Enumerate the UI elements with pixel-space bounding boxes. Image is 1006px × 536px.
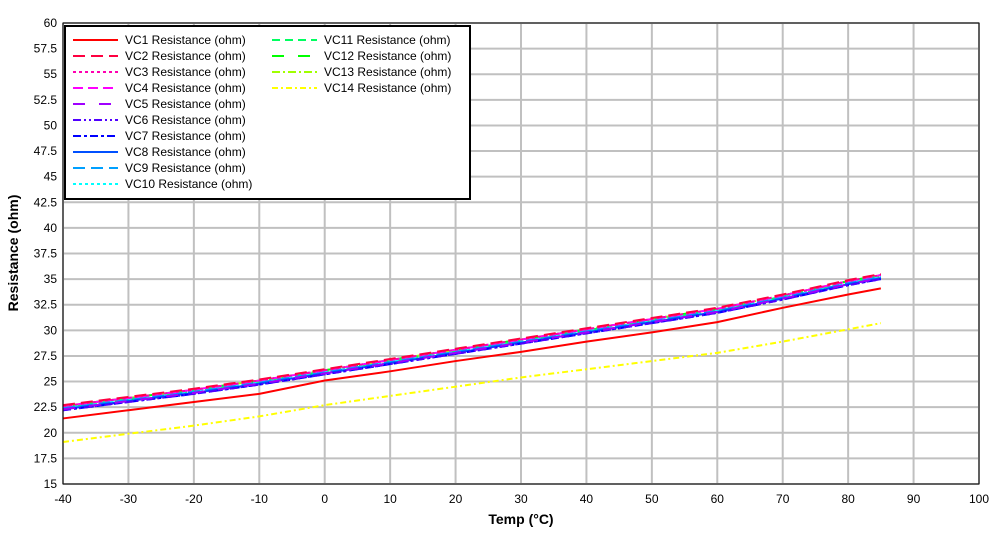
y-tick-label: 45 — [44, 170, 58, 184]
y-tick-label: 32.5 — [34, 298, 58, 312]
y-tick-label: 55 — [44, 67, 58, 81]
series-line — [62, 273, 882, 407]
legend-label: VC11 Resistance (ohm) — [324, 33, 451, 47]
x-tick-label: 90 — [907, 492, 921, 506]
legend: VC1 Resistance (ohm) VC2 Resistance (ohm)… — [64, 25, 471, 200]
legend-label: VC6 Resistance (ohm) — [125, 113, 246, 127]
legend-label: VC1 Resistance (ohm) — [125, 33, 246, 47]
legend-label: VC2 Resistance (ohm) — [125, 49, 246, 63]
legend-label: VC10 Resistance (ohm) — [125, 177, 252, 191]
y-tick-label: 17.5 — [34, 451, 58, 465]
y-tick-label: 40 — [44, 221, 58, 235]
y-tick-label: 42.5 — [34, 195, 58, 209]
y-tick-label: 15 — [44, 477, 58, 491]
legend-label: VC7 Resistance (ohm) — [125, 129, 246, 143]
x-tick-label: -30 — [120, 492, 138, 506]
series-line — [62, 277, 882, 411]
x-axis-label: Temp (°C) — [488, 511, 553, 527]
x-tick-label: -40 — [54, 492, 72, 506]
legend-label: VC8 Resistance (ohm) — [125, 145, 246, 159]
legend-label: VC12 Resistance (ohm) — [324, 49, 451, 63]
x-tick-label: 0 — [321, 492, 328, 506]
series-line — [62, 287, 882, 420]
y-tick-label: 20 — [44, 426, 58, 440]
series-line — [62, 275, 882, 409]
series-line — [62, 274, 882, 408]
y-tick-label: 37.5 — [34, 247, 58, 261]
x-tick-label: 70 — [776, 492, 790, 506]
x-tick-label: 40 — [580, 492, 594, 506]
y-tick-label: 30 — [44, 323, 58, 337]
series-line — [62, 274, 882, 408]
series-line — [62, 274, 882, 408]
y-tick-label: 52.5 — [34, 93, 58, 107]
x-tick-label: 20 — [449, 492, 463, 506]
y-tick-label: 47.5 — [34, 144, 58, 158]
legend-label: VC5 Resistance (ohm) — [125, 97, 246, 111]
tick-labels: -40 -30 -20 -10 0 10 20 30 40 50 60 70 80 90 100 15 17.5… — [34, 16, 990, 506]
legend-label: VC9 Resistance (ohm) — [125, 161, 246, 175]
series-line — [62, 322, 882, 443]
y-tick-label: 22.5 — [34, 400, 58, 414]
y-tick-label: 35 — [44, 272, 58, 286]
series-line — [62, 276, 882, 410]
x-tick-label: -10 — [251, 492, 269, 506]
y-tick-label: 50 — [44, 118, 58, 132]
legend-label: VC14 Resistance (ohm) — [324, 81, 451, 95]
series-lines — [62, 273, 882, 443]
x-tick-label: 80 — [841, 492, 855, 506]
legend-label: VC4 Resistance (ohm) — [125, 81, 246, 95]
y-tick-label: 25 — [44, 375, 58, 389]
y-tick-label: 57.5 — [34, 42, 58, 56]
y-tick-label: 60 — [44, 16, 58, 30]
series-line — [62, 274, 882, 408]
series-line — [62, 275, 882, 409]
y-axis-label: Resistance (ohm) — [5, 195, 21, 312]
legend-box — [64, 25, 471, 200]
legend-label: VC3 Resistance (ohm) — [125, 65, 246, 79]
x-tick-label: 60 — [711, 492, 725, 506]
x-tick-label: -20 — [185, 492, 203, 506]
plot-frame — [62, 22, 980, 485]
series-line — [62, 277, 882, 411]
series-line — [62, 278, 882, 412]
x-tick-label: 30 — [514, 492, 528, 506]
x-tick-label: 100 — [969, 492, 989, 506]
x-tick-label: 10 — [383, 492, 397, 506]
y-tick-label: 27.5 — [34, 349, 58, 363]
x-tick-label: 50 — [645, 492, 659, 506]
legend-label: VC13 Resistance (ohm) — [324, 65, 451, 79]
